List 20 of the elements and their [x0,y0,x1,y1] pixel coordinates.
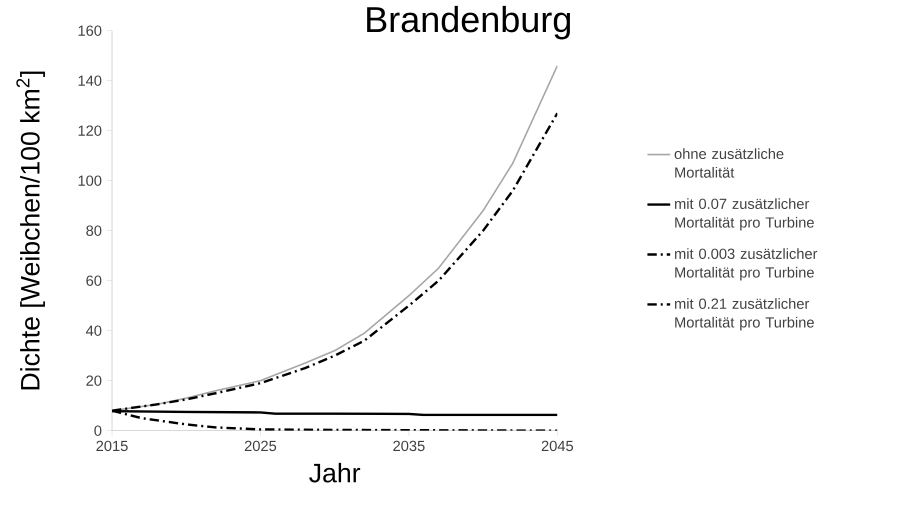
y-axis-title: Dichte [Weibchen/100 km$^{2}$] [16,72,45,390]
y-tick-label: 20 [86,375,102,386]
x-tick-label: 2025 [244,440,276,452]
x-axis-title: Jahr [309,462,360,482]
legend-label: ohne zusätzliche Mortalität [674,148,784,178]
legend-label: mit 0.07 zusätzlicher Mortalität pro Turbine [675,198,814,231]
x-tick-label: 2015 [96,440,128,452]
y-tick-label: 160 [78,25,102,36]
legend-label: mit 0.003 zusätzlicher Mortalität pro Turbine [675,248,818,281]
y-tick-label: 80 [86,225,102,236]
chart-title: Brandenburg [367,6,570,40]
y-tick-label: 140 [78,75,102,86]
y-tick-label: 60 [86,275,102,286]
legend-label: mit 0.21 zusätzlicher Mortalität pro Turbine [675,298,814,330]
y-tick-label: 120 [78,125,102,136]
x-tick-label: 2045 [542,440,574,452]
y-tick-label: 40 [86,325,102,336]
x-tick-label: 2035 [393,440,425,452]
y-tick-label: 100 [78,175,102,186]
y-tick-label: 0 [94,425,102,436]
